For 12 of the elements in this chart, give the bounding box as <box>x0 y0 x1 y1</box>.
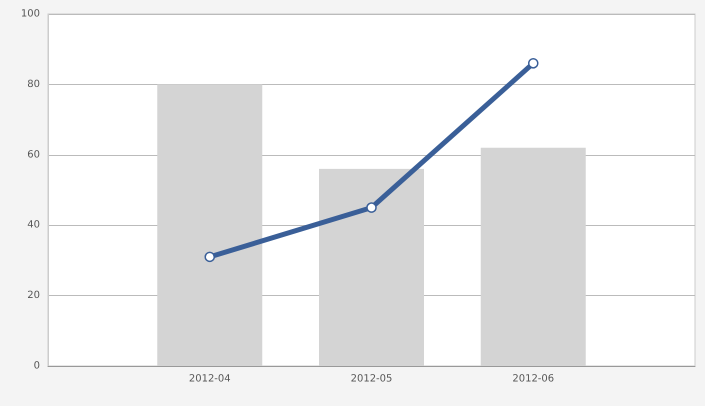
y-tick-label: 100 <box>20 8 40 20</box>
y-tick-label: 0 <box>34 360 40 372</box>
y-tick-label: 20 <box>27 290 40 302</box>
y-tick-label: 80 <box>27 78 40 90</box>
point <box>366 202 377 213</box>
x-tick-label: 2012-05 <box>350 374 392 384</box>
x-tick-label: 2012-04 <box>188 374 231 384</box>
point <box>204 252 215 262</box>
x-tick-label: 2012-06 <box>512 374 554 384</box>
point <box>528 58 538 69</box>
y-tick-label: 60 <box>27 149 40 160</box>
y-tick-label: 40 <box>27 220 40 231</box>
